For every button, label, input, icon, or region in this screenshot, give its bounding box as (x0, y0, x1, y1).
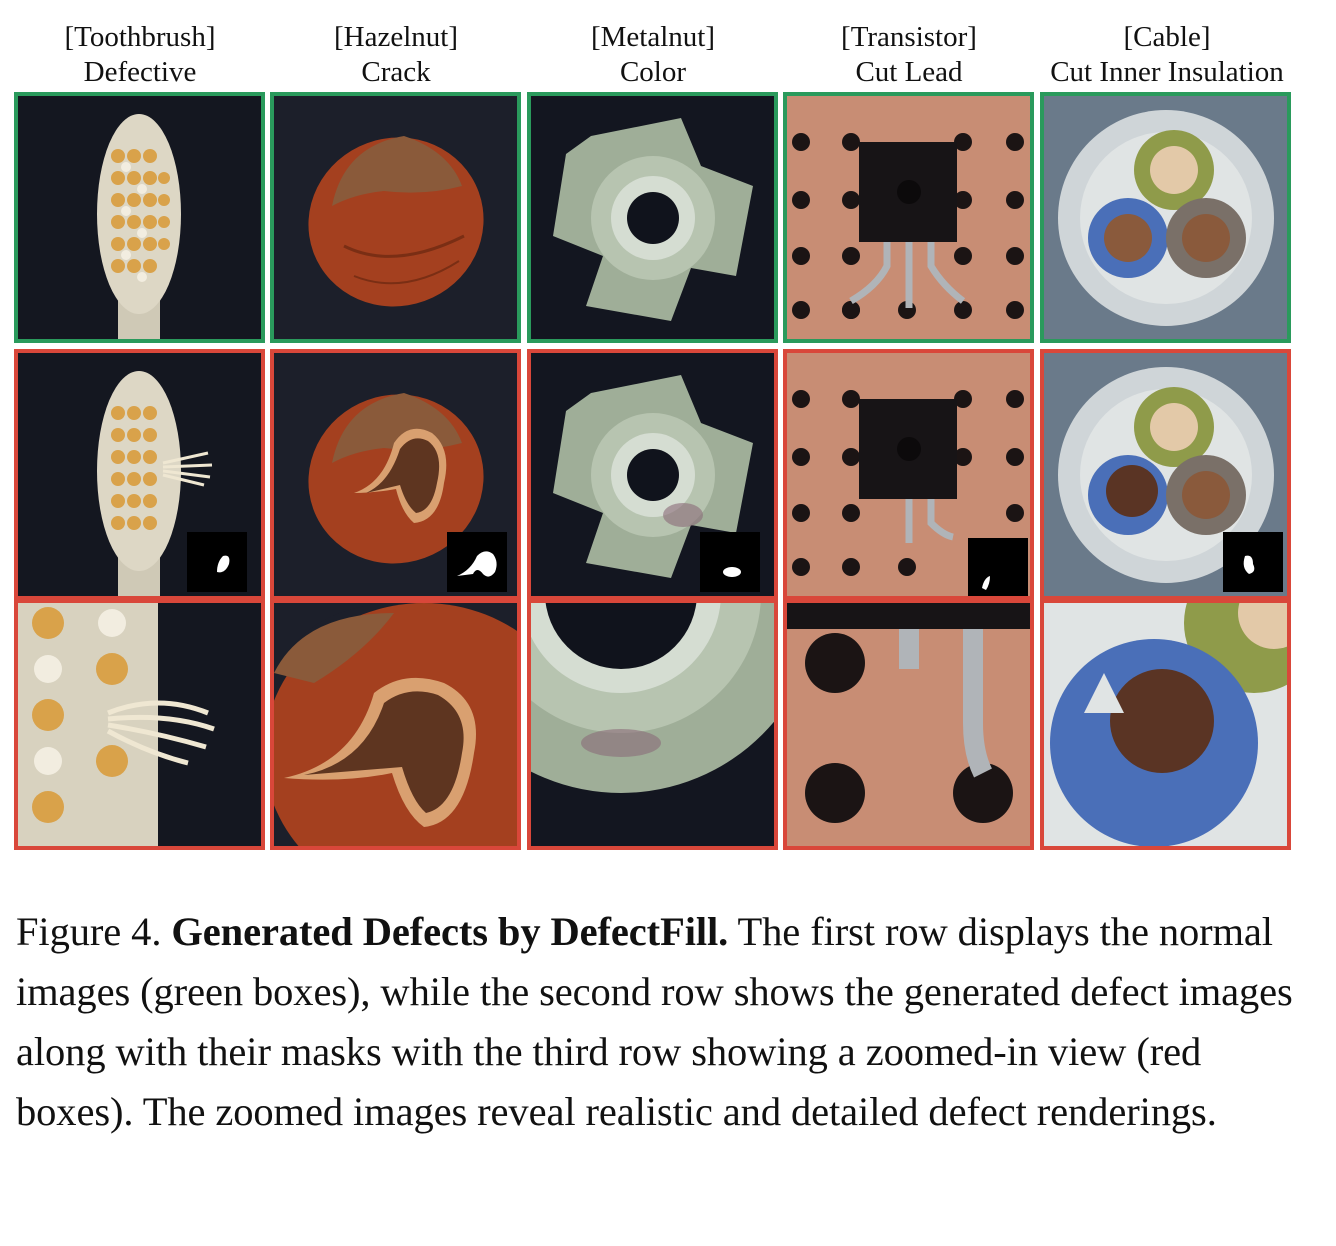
zoomed-image-hazelnut (270, 599, 521, 850)
defect-mask (187, 532, 247, 592)
column-category: [Hazelnut] (334, 21, 458, 53)
figure-caption: Figure 4. Generated Defects by DefectFil… (16, 902, 1306, 1142)
figure-label: Figure 4. (16, 909, 162, 954)
column-header-metalnut: [Metalnut] Color (525, 20, 781, 90)
figure-title: Generated Defects by DefectFill. (171, 909, 729, 954)
normal-image-metalnut (527, 92, 778, 343)
figure-caption-body: The first row displays the normal images… (16, 909, 1293, 1134)
normal-image-hazelnut (270, 92, 521, 343)
column-category: [Transistor] (841, 21, 977, 53)
column-category: [Toothbrush] (64, 21, 216, 53)
zoomed-image-toothbrush (14, 599, 265, 850)
normal-image-toothbrush (14, 92, 265, 343)
defect-image-transistor (783, 349, 1034, 600)
column-category: [Metalnut] (590, 21, 715, 53)
zoomed-image-cable (1040, 599, 1291, 850)
column-defect: Color (619, 56, 687, 88)
column-header-transistor: [Transistor] Cut Lead (781, 20, 1037, 90)
column-defect: Crack (361, 56, 431, 88)
normal-image-transistor (783, 92, 1034, 343)
column-header-cable: [Cable] Cut Inner Insulation (1038, 20, 1296, 90)
defect-mask (700, 532, 760, 592)
defect-mask (447, 532, 507, 592)
column-header-hazelnut: [Hazelnut] Crack (268, 20, 524, 90)
column-header-toothbrush: [Toothbrush] Defective (12, 20, 268, 90)
normal-image-cable (1040, 92, 1291, 343)
column-defect: Cut Lead (855, 56, 963, 88)
column-defect: Defective (83, 56, 197, 88)
defect-mask (1223, 532, 1283, 592)
defect-image-toothbrush (14, 349, 265, 600)
column-defect: Cut Inner Insulation (1050, 56, 1284, 88)
zoomed-image-transistor (783, 599, 1034, 850)
zoomed-image-metalnut (527, 599, 778, 850)
defect-image-cable (1040, 349, 1291, 600)
defect-mask (968, 538, 1028, 596)
defect-image-hazelnut (270, 349, 521, 600)
defect-image-metalnut (527, 349, 778, 600)
column-category: [Cable] (1123, 21, 1211, 53)
